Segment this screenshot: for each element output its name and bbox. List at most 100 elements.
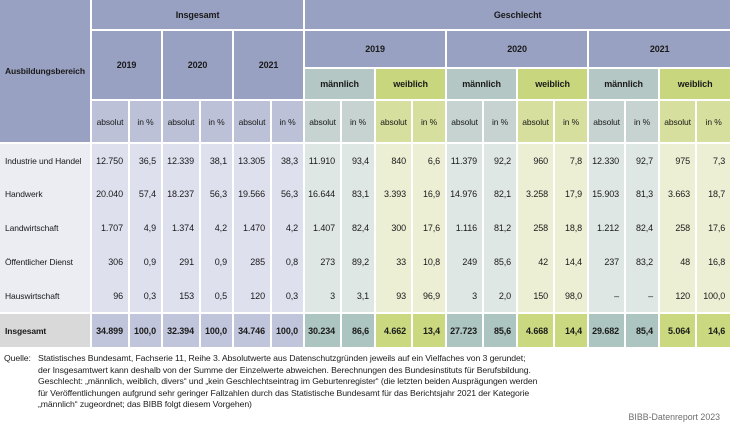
data-cell: 100,0 <box>695 279 730 313</box>
year-header-insgesamt-2019: 2019 <box>90 29 163 101</box>
data-cell: 1.212 <box>587 211 627 245</box>
data-cell: 4,2 <box>199 211 234 245</box>
measure-header-absolut: absolut <box>232 99 272 144</box>
total-cell: 14,4 <box>553 312 590 347</box>
source-line: der Insgesamtwert kann deshalb von der S… <box>38 364 531 375</box>
measure-header-percent: in % <box>624 99 661 144</box>
data-cell: 3.258 <box>516 177 556 211</box>
total-cell: 4.668 <box>516 312 556 347</box>
data-cell: 7,8 <box>553 143 590 177</box>
data-cell: 120 <box>232 279 272 313</box>
source-text: Statistisches Bundesamt, Fachserie 11, R… <box>38 353 724 411</box>
data-cell: 18,8 <box>553 211 590 245</box>
data-cell: 56,3 <box>269 177 306 211</box>
data-cell: 92,2 <box>482 143 519 177</box>
data-cell: 11.379 <box>445 143 485 177</box>
data-cell: 0,5 <box>199 279 234 313</box>
data-cell: 93,4 <box>340 143 377 177</box>
source-note: Quelle: Statistisches Bundesamt, Fachser… <box>0 347 730 411</box>
data-cell: 840 <box>374 143 414 177</box>
data-cell: 13.305 <box>232 143 272 177</box>
measure-header-absolut: absolut <box>516 99 556 144</box>
measure-header-absolut: absolut <box>658 99 698 144</box>
data-cell: 18.237 <box>161 177 201 211</box>
data-cell: 17,6 <box>695 211 730 245</box>
data-cell: 3 <box>303 279 343 313</box>
table-row-hauswirtschaft: Hauswirtschaft 96 0,3 153 0,5 120 0,3 3 … <box>0 279 730 313</box>
source-line: „männlich“ zugeordnet; das BIBB folgt di… <box>38 399 252 410</box>
data-cell: 285 <box>232 245 272 279</box>
data-cell: 4,9 <box>128 211 163 245</box>
data-cell: 82,1 <box>482 177 519 211</box>
data-cell: 237 <box>587 245 627 279</box>
total-cell: 27.723 <box>445 312 485 347</box>
table-row-industrie-und-handel: Industrie und Handel 12.750 36,5 12.339 … <box>0 143 730 177</box>
total-cell: 100,0 <box>199 312 234 347</box>
data-cell: 38,3 <box>269 143 306 177</box>
data-cell: 3.393 <box>374 177 414 211</box>
gender-header-female-2021: weiblich <box>658 67 730 101</box>
total-cell: 85,6 <box>482 312 519 347</box>
year-header-geschlecht-2019: 2019 <box>303 29 448 69</box>
total-cell: 13,4 <box>411 312 448 347</box>
data-cell: 17,6 <box>411 211 448 245</box>
data-cell: 56,3 <box>199 177 234 211</box>
measure-header-absolut: absolut <box>374 99 414 144</box>
measure-header-absolut: absolut <box>161 99 201 144</box>
data-cell: 18,7 <box>695 177 730 211</box>
data-cell: 81,2 <box>482 211 519 245</box>
data-cell: 0,8 <box>269 245 306 279</box>
column-header-ausbildungsbereich: Ausbildungsbereich <box>0 0 92 144</box>
year-header-insgesamt-2020: 2020 <box>161 29 234 101</box>
data-cell: 36,5 <box>128 143 163 177</box>
table-row-handwerk: Handwerk 20.040 57,4 18.237 56,3 19.566 … <box>0 177 730 211</box>
data-cell: 82,4 <box>340 211 377 245</box>
data-cell: 14,4 <box>553 245 590 279</box>
measure-header-percent: in % <box>269 99 306 144</box>
data-cell: 19.566 <box>232 177 272 211</box>
row-label: Industrie und Handel <box>0 143 92 177</box>
data-cell: 1.470 <box>232 211 272 245</box>
year-header-insgesamt-2021: 2021 <box>231 29 306 101</box>
total-cell: 34.899 <box>90 312 130 347</box>
data-cell: 57,4 <box>128 177 163 211</box>
total-cell: 4.662 <box>374 312 414 347</box>
column-group-insgesamt: Insgesamt <box>89 0 306 31</box>
data-cell: 1.407 <box>303 211 343 245</box>
data-cell: 42 <box>516 245 556 279</box>
data-cell: 7,3 <box>695 143 730 177</box>
data-cell: – <box>587 279 627 313</box>
data-cell: 12.330 <box>587 143 627 177</box>
gender-header-female-2019: weiblich <box>374 67 448 101</box>
measure-header-percent: in % <box>482 99 519 144</box>
report-credit: BIBB-Datenreport 2023 <box>628 412 720 422</box>
data-cell: 16.644 <box>303 177 343 211</box>
row-label: Insgesamt <box>0 312 92 347</box>
total-cell: 100,0 <box>269 312 306 347</box>
data-cell: 38,1 <box>199 143 234 177</box>
data-cell: 975 <box>658 143 698 177</box>
gender-header-male-2021: männlich <box>587 67 661 101</box>
gender-header-female-2020: weiblich <box>516 67 590 101</box>
measure-header-percent: in % <box>553 99 590 144</box>
data-cell: 33 <box>374 245 414 279</box>
training-statistics-table: Ausbildungsbereich Insgesamt Geschlecht … <box>0 0 730 347</box>
table-row-insgesamt-total: Insgesamt 34.899 100,0 32.394 100,0 34.7… <box>0 312 730 347</box>
data-cell: 3,1 <box>340 279 377 313</box>
row-label: Landwirtschaft <box>0 211 92 245</box>
data-cell: 11.910 <box>303 143 343 177</box>
data-cell: 306 <box>90 245 130 279</box>
data-cell: 0,9 <box>128 245 163 279</box>
total-cell: 86,6 <box>340 312 377 347</box>
gender-header-male-2019: männlich <box>303 67 377 101</box>
year-header-geschlecht-2021: 2021 <box>587 29 730 69</box>
data-cell: 3.663 <box>658 177 698 211</box>
source-line: Geschlecht: „männlich, weiblich, divers“… <box>38 376 538 387</box>
total-cell: 100,0 <box>128 312 163 347</box>
row-label: Öffentlicher Dienst <box>0 245 92 279</box>
source-line: für Veröffentlichungen aufgrund sehr ger… <box>38 387 530 398</box>
data-cell: 258 <box>516 211 556 245</box>
source-label: Quelle: <box>4 353 31 363</box>
data-cell: 300 <box>374 211 414 245</box>
data-cell: 3 <box>445 279 485 313</box>
